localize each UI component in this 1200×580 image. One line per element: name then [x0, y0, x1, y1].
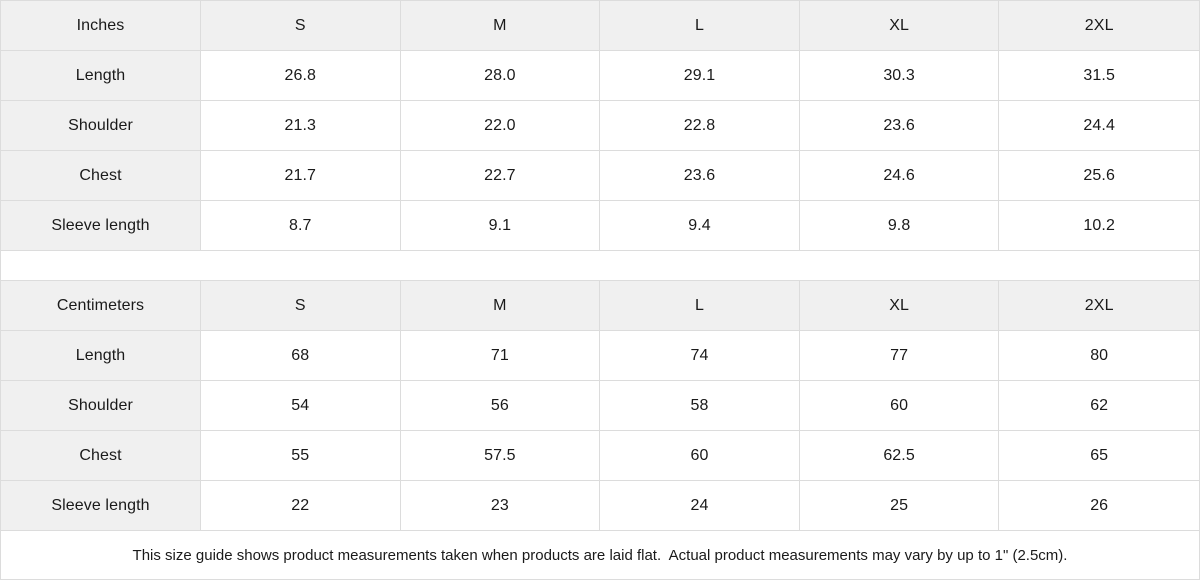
measurement-cell: 21.3 [201, 101, 401, 151]
size-header-cell: 2XL [999, 1, 1199, 51]
measurement-cell: 23.6 [799, 101, 1000, 151]
unit-header-cell: Inches [1, 1, 201, 51]
size-header-cell: M [400, 1, 601, 51]
row-label-cell: Shoulder [1, 381, 201, 431]
row-label-cell: Chest [1, 431, 201, 481]
size-header-cell: S [201, 281, 401, 331]
measurement-cell: 21.7 [201, 151, 401, 201]
measurement-cell: 26 [999, 481, 1199, 531]
size-header-cell: L [600, 1, 800, 51]
measurement-cell: 26.8 [201, 51, 401, 101]
measurement-cell: 54 [201, 381, 401, 431]
measurement-cell: 68 [201, 331, 401, 381]
measurement-cell: 57.5 [400, 431, 601, 481]
measurement-cell: 65 [999, 431, 1199, 481]
measurement-cell: 31.5 [999, 51, 1199, 101]
table-row: Shoulder 21.3 22.0 22.8 23.6 24.4 [1, 101, 1199, 151]
measurement-cell: 24.4 [999, 101, 1199, 151]
measurement-cell: 80 [999, 331, 1199, 381]
table-row: Length 68 71 74 77 80 [1, 331, 1199, 381]
measurement-cell: 28.0 [400, 51, 601, 101]
measurement-cell: 8.7 [201, 201, 401, 251]
measurement-cell: 22 [201, 481, 401, 531]
size-header-cell: S [201, 1, 401, 51]
measurement-cell: 10.2 [999, 201, 1199, 251]
measurement-cell: 62.5 [799, 431, 1000, 481]
size-guide-disclaimer: This size guide shows product measuremen… [1, 531, 1199, 579]
measurement-cell: 58 [600, 381, 800, 431]
row-label-cell: Chest [1, 151, 201, 201]
measurement-cell: 22.0 [400, 101, 601, 151]
measurement-cell: 9.8 [799, 201, 1000, 251]
table-row: Length 26.8 28.0 29.1 30.3 31.5 [1, 51, 1199, 101]
size-table-inches: Inches S M L XL 2XL Length 26.8 28.0 29.… [1, 1, 1199, 251]
table-row: Chest 55 57.5 60 62.5 65 [1, 431, 1199, 481]
measurement-cell: 29.1 [600, 51, 800, 101]
row-label-cell: Shoulder [1, 101, 201, 151]
row-label-cell: Length [1, 51, 201, 101]
measurement-cell: 24 [600, 481, 800, 531]
measurement-cell: 30.3 [799, 51, 1000, 101]
measurement-cell: 74 [600, 331, 800, 381]
table-row: Sleeve length 22 23 24 25 26 [1, 481, 1199, 531]
measurement-cell: 60 [799, 381, 1000, 431]
table-header-row: Centimeters S M L XL 2XL [1, 281, 1199, 331]
measurement-cell: 23.6 [600, 151, 800, 201]
measurement-cell: 9.4 [600, 201, 800, 251]
size-header-cell: M [400, 281, 601, 331]
measurement-cell: 25 [799, 481, 1000, 531]
size-table-centimeters: Centimeters S M L XL 2XL Length 68 71 74… [1, 281, 1199, 531]
measurement-cell: 71 [400, 331, 601, 381]
measurement-cell: 22.7 [400, 151, 601, 201]
measurement-cell: 23 [400, 481, 601, 531]
table-row: Chest 21.7 22.7 23.6 24.6 25.6 [1, 151, 1199, 201]
row-label-cell: Sleeve length [1, 481, 201, 531]
table-header-row: Inches S M L XL 2XL [1, 1, 1199, 51]
measurement-cell: 9.1 [400, 201, 601, 251]
size-header-cell: 2XL [999, 281, 1199, 331]
measurement-cell: 55 [201, 431, 401, 481]
measurement-cell: 77 [799, 331, 1000, 381]
measurement-cell: 24.6 [799, 151, 1000, 201]
unit-header-cell: Centimeters [1, 281, 201, 331]
table-row: Sleeve length 8.7 9.1 9.4 9.8 10.2 [1, 201, 1199, 251]
measurement-cell: 60 [600, 431, 800, 481]
table-row: Shoulder 54 56 58 60 62 [1, 381, 1199, 431]
table-spacer [1, 251, 1199, 281]
size-header-cell: XL [799, 281, 1000, 331]
measurement-cell: 22.8 [600, 101, 800, 151]
measurement-cell: 62 [999, 381, 1199, 431]
measurement-cell: 25.6 [999, 151, 1199, 201]
size-header-cell: XL [799, 1, 1000, 51]
row-label-cell: Length [1, 331, 201, 381]
row-label-cell: Sleeve length [1, 201, 201, 251]
size-header-cell: L [600, 281, 800, 331]
measurement-cell: 56 [400, 381, 601, 431]
